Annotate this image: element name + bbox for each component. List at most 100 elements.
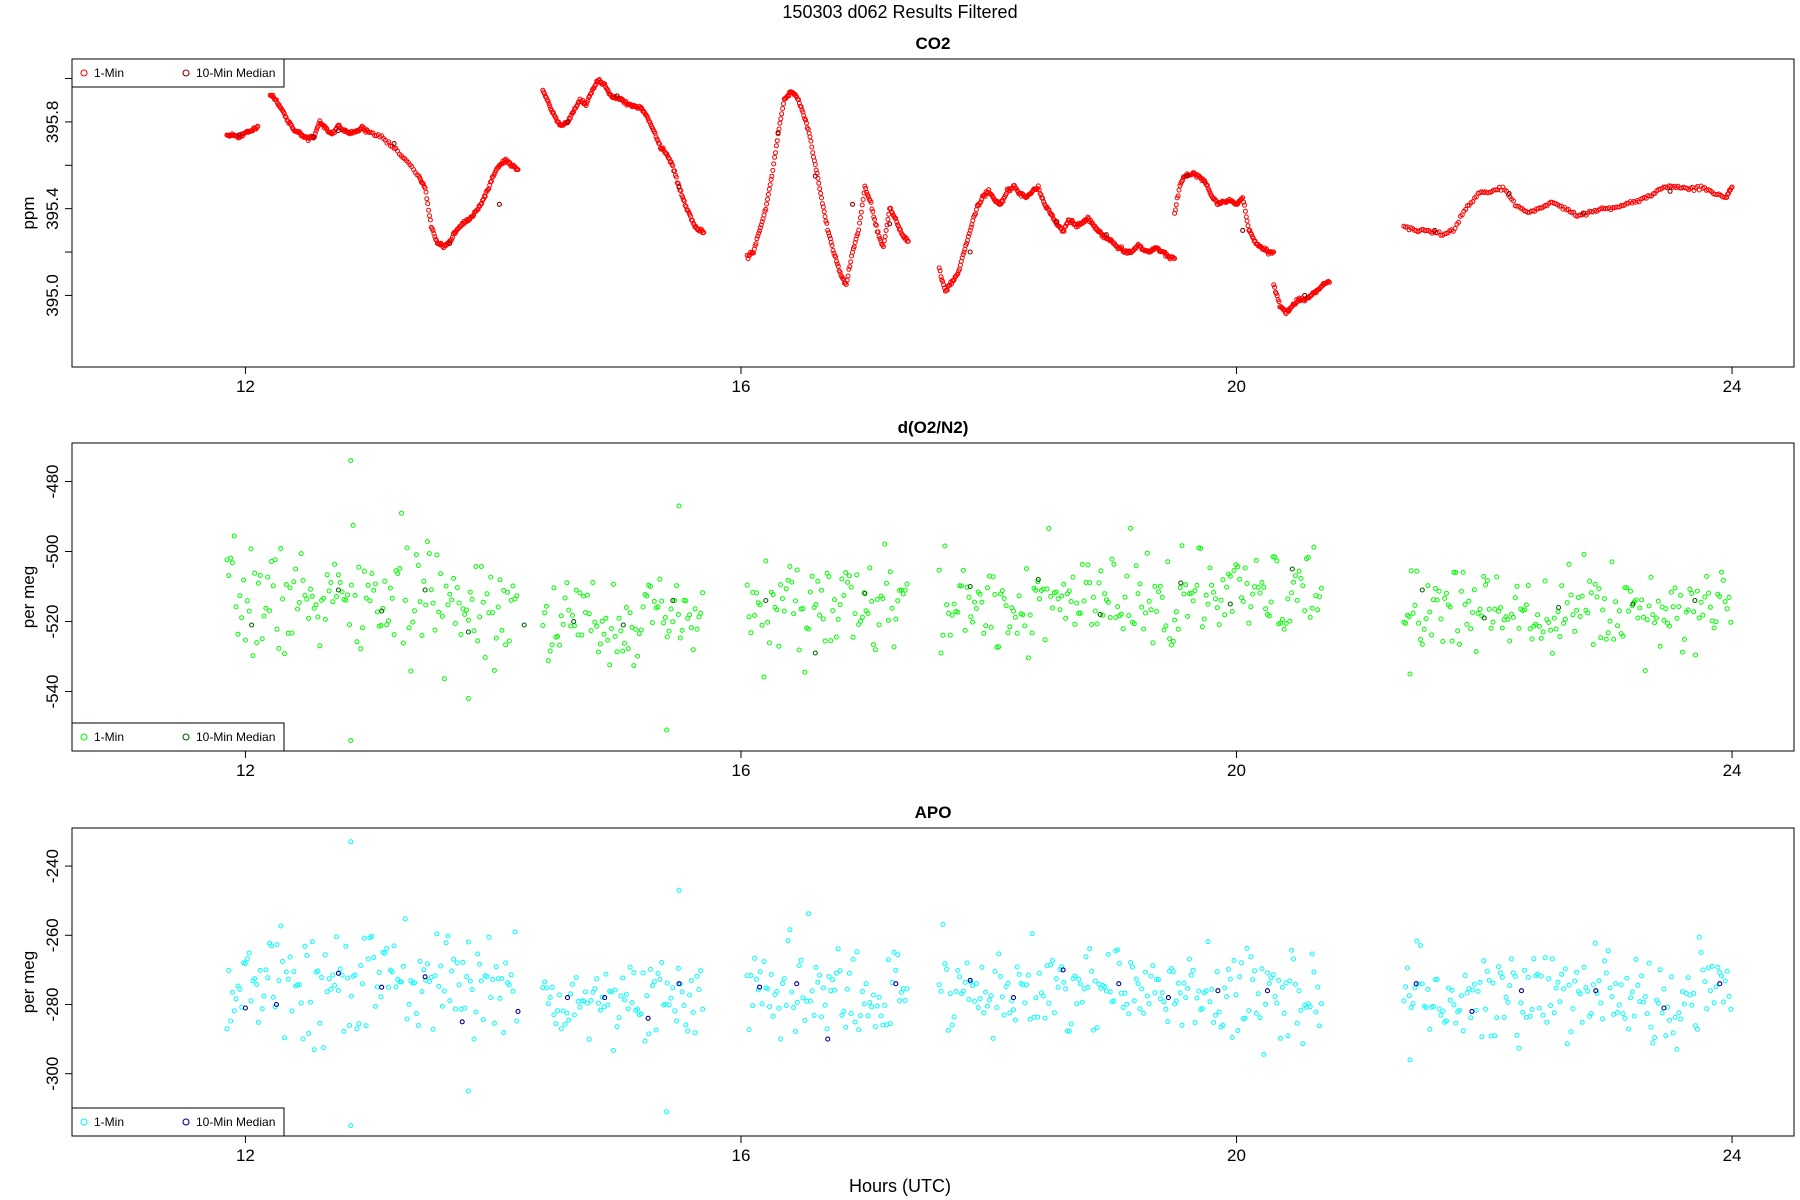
one-min-point (544, 603, 549, 609)
one-min-point (1265, 970, 1270, 976)
one-min-point (668, 159, 674, 165)
one-min-point (631, 970, 637, 976)
one-min-point (1678, 592, 1684, 598)
one-min-point (465, 696, 471, 701)
one-min-point (1628, 995, 1633, 1001)
one-min-point (1244, 945, 1250, 951)
one-min-point (1687, 586, 1693, 592)
one-min-point (1292, 573, 1298, 579)
one-min-point (1252, 968, 1257, 974)
one-min-point (1233, 992, 1239, 998)
one-min-point (564, 1010, 570, 1016)
one-min-point (261, 613, 267, 619)
one-min-point (491, 667, 497, 673)
one-min-point (1240, 195, 1246, 201)
one-min-point (402, 597, 408, 603)
one-min-point (1105, 599, 1111, 605)
one-min-point (902, 998, 908, 1003)
one-min-point (1161, 999, 1167, 1005)
one-min-point (823, 218, 829, 224)
one-min-point (456, 600, 462, 606)
one-min-point (1048, 593, 1054, 599)
one-min-point (830, 608, 836, 614)
one-min-point (1040, 993, 1046, 999)
one-min-point (692, 606, 698, 612)
one-min-point (826, 974, 832, 979)
one-min-point (1585, 988, 1591, 994)
one-min-point (454, 585, 460, 591)
one-min-point (1317, 594, 1322, 600)
one-min-point (835, 616, 841, 622)
one-min-point (694, 626, 700, 632)
one-min-point (1464, 990, 1470, 996)
one-min-point (768, 177, 774, 182)
one-min-point (1183, 995, 1189, 1001)
one-min-point (940, 922, 946, 927)
one-min-point (1261, 1051, 1267, 1057)
one-min-point (867, 1000, 873, 1006)
one-min-point (972, 998, 977, 1004)
one-min-point (1516, 625, 1522, 631)
one-min-point (1247, 227, 1253, 233)
one-min-point (369, 933, 375, 939)
one-min-point (1490, 980, 1496, 986)
one-min-point (869, 598, 875, 604)
one-min-point (1085, 562, 1091, 568)
median-point (1227, 601, 1233, 607)
one-min-point (701, 230, 707, 235)
plot-frame (71, 827, 1795, 1137)
x-tick-label: 20 (1227, 1146, 1246, 1165)
one-min-point (1192, 588, 1198, 594)
one-min-point (244, 598, 250, 604)
one-min-point (497, 577, 503, 583)
one-min-point (1561, 986, 1567, 992)
one-min-point (1425, 986, 1431, 992)
one-min-point (1557, 999, 1563, 1005)
one-min-point (1477, 606, 1483, 612)
one-min-point (1505, 616, 1511, 622)
one-min-point (1494, 574, 1500, 580)
one-min-point (1283, 621, 1289, 626)
one-min-point (300, 577, 306, 583)
one-min-point (860, 197, 866, 202)
one-min-point (1594, 594, 1600, 600)
one-min-point (646, 1031, 652, 1037)
one-min-point (402, 916, 408, 922)
one-min-point (287, 954, 293, 960)
y-tick-label: 395.4 (43, 187, 62, 230)
one-min-point (1098, 568, 1104, 574)
one-min-point (601, 1004, 607, 1010)
one-min-point (1702, 979, 1708, 985)
one-min-point (1486, 977, 1492, 983)
one-min-point (848, 1011, 854, 1016)
one-min-point (1266, 613, 1272, 619)
one-min-point (1216, 1009, 1222, 1015)
one-min-point (1611, 636, 1617, 642)
one-min-point (1602, 596, 1607, 602)
one-min-point (374, 984, 380, 990)
one-min-point (1227, 976, 1233, 982)
one-min-point (441, 676, 447, 682)
one-min-point (700, 1006, 706, 1012)
one-min-point (664, 1109, 670, 1115)
one-min-point (573, 975, 579, 981)
one-min-point (1463, 206, 1469, 212)
one-min-point (1255, 584, 1261, 590)
one-min-point (1274, 558, 1280, 564)
one-min-point (692, 1030, 698, 1036)
one-min-point (694, 973, 700, 979)
one-min-point (1242, 565, 1248, 571)
one-min-point (647, 119, 653, 125)
one-min-point (328, 580, 334, 585)
one-min-point (770, 592, 776, 598)
one-min-point (332, 561, 338, 567)
one-min-point (1126, 613, 1132, 619)
one-min-point (1315, 607, 1321, 613)
one-min-point (389, 595, 395, 601)
one-min-point (1154, 977, 1160, 982)
median-point (1215, 988, 1221, 994)
median-point (571, 618, 577, 625)
one-min-point (248, 998, 254, 1004)
one-min-point (1300, 583, 1306, 589)
one-min-point (1257, 1015, 1263, 1021)
